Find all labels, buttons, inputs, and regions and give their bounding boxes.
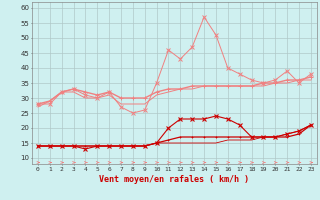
X-axis label: Vent moyen/en rafales ( km/h ): Vent moyen/en rafales ( km/h ) bbox=[100, 175, 249, 184]
